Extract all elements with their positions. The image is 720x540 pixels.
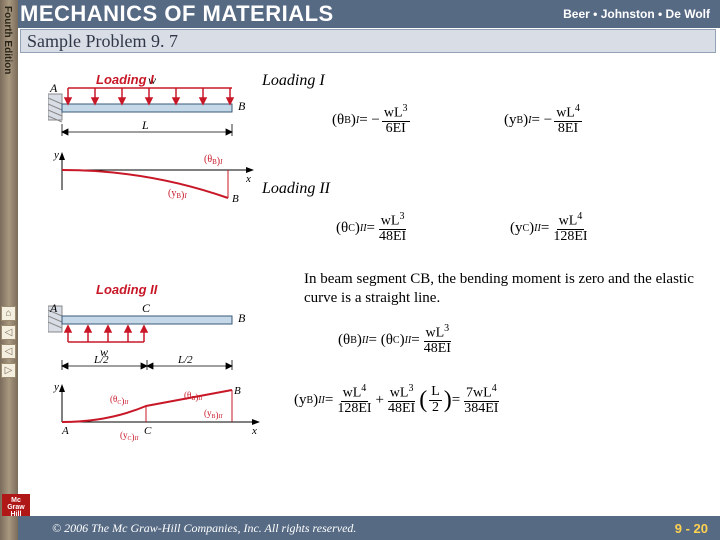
diagram-loading2: Loading II w A C B [48,284,268,454]
svg-text:L: L [141,118,149,132]
back2-icon[interactable]: ◁ [1,344,16,359]
formula-thetaB-II: (θB)II = (θC)II = wL348EI [338,324,455,357]
copyright-text: © 2006 The Mc Graw-Hill Companies, Inc. … [52,521,356,536]
formula-yC-II: (yC)II = wL4128EI [510,212,592,245]
svg-text:B: B [238,311,246,325]
svg-text:B: B [232,193,239,204]
title-bar: MECHANICS OF MATERIALS Beer • Johnston •… [18,0,720,28]
diagram2-label: Loading II [96,282,157,297]
footer-bar: © 2006 The Mc Graw-Hill Companies, Inc. … [18,516,720,540]
heading-loading1: Loading I [262,72,325,90]
body-paragraph: In beam segment CB, the bending moment i… [304,270,696,308]
svg-text:C: C [144,425,152,437]
svg-text:(yB)I: (yB)I [168,188,187,201]
svg-text:(θC)II: (θC)II [110,394,129,406]
formula-yB-II: (yB)II = wL4128EI + wL348EI ( L2 ) = 7wL… [294,384,502,417]
authors: Beer • Johnston • De Wolf [563,7,710,21]
diagram1-label: Loading I [96,72,154,87]
svg-text:B: B [238,99,246,113]
svg-text:C: C [142,301,151,315]
heading-loading2: Loading II [262,180,330,198]
subtitle-bar: Sample Problem 9. 7 [20,29,716,53]
formula-yB-I: (yB)I = − wL48EI [504,104,584,137]
content-area: Loading I (θB)I = − wL36EI (yB)I = − wL4… [18,56,720,516]
forward-icon[interactable]: ▷ [1,363,16,378]
publisher-logo: Mc Graw Hill [2,494,30,516]
svg-text:A: A [49,301,58,315]
svg-text:B: B [234,385,241,397]
diagram-loading1: Loading I w A B [48,74,258,204]
spine-edition: Fourth Edition [2,6,13,74]
svg-text:L/2: L/2 [93,354,109,366]
home-icon[interactable]: ⌂ [1,306,16,321]
svg-text:(yC)II: (yC)II [120,430,140,442]
svg-text:(yB)II: (yB)II [204,408,224,420]
svg-text:A: A [49,81,58,95]
page-number: 9 - 20 [675,521,708,536]
svg-text:x: x [251,425,257,437]
svg-text:(θB)II: (θB)II [184,390,203,402]
nav-icon-group: ⌂ ◁ ◁ ▷ [1,306,18,382]
formula-thetaB-I: (θB)I = − wL36EI [332,104,412,137]
subtitle: Sample Problem 9. 7 [27,31,178,52]
diagram1-svg: w A B L y x (θB)I (yB)I B [48,74,258,204]
svg-text:(θB)I: (θB)I [204,154,223,167]
back-icon[interactable]: ◁ [1,325,16,340]
svg-text:y: y [53,149,59,161]
svg-text:L/2: L/2 [177,354,193,366]
diagram2-svg: w A C B L/2 L/2 y x A [48,284,268,454]
svg-text:y: y [53,381,59,393]
book-spine: Fourth Edition [0,0,18,540]
svg-text:A: A [61,425,69,437]
formula-thetaC-II: (θC)II = wL348EI [336,212,410,245]
book-title: MECHANICS OF MATERIALS [18,1,334,27]
svg-text:x: x [245,173,251,185]
